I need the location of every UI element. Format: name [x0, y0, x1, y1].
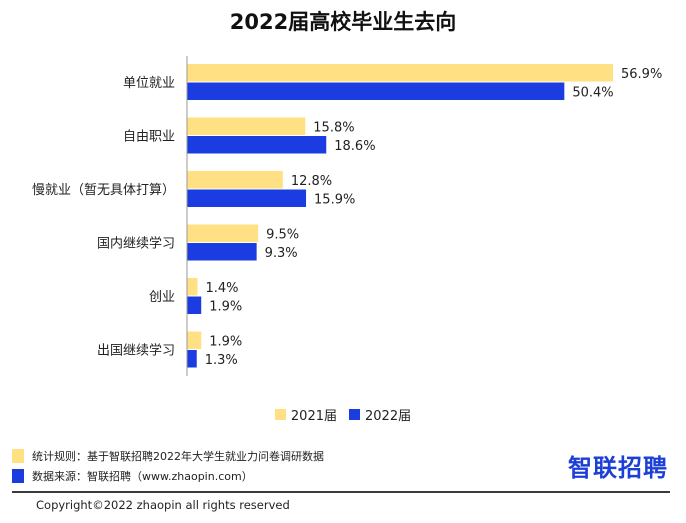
data-label: 18.6%: [334, 139, 375, 154]
note-source-text: 数据来源：智联招聘（www.zhaopin.com）: [32, 470, 253, 483]
data-label: 1.4%: [205, 281, 238, 296]
bar-chart: 单位就业 56.9% 50.4% 自由职业 15.8% 18.6% 慢就业（暂无具体打算） 1…: [32, 56, 662, 376]
chart-title: 2022届高校毕业生去向: [229, 10, 457, 34]
footer-notes: 统计规则：基于智联招聘2022年大学生就业力问卷调研数据 数据来源：智联招聘（w…: [12, 446, 324, 486]
legend: 2021届 2022届: [0, 405, 686, 424]
bar-2022: [187, 82, 565, 100]
note-rule-marker: [12, 449, 24, 463]
category-label: 自由职业: [123, 130, 175, 145]
legend-item-2022: 2022届: [349, 405, 411, 424]
data-label: 1.3%: [205, 353, 238, 368]
legend-swatch-2021: [274, 409, 286, 420]
bar-2022: [187, 296, 202, 314]
bar-2022: [187, 189, 307, 207]
note-rule: 统计规则：基于智联招聘2022年大学生就业力问卷调研数据: [12, 446, 324, 466]
category-label: 出国继续学习: [97, 343, 175, 359]
bar-2021: [187, 224, 259, 242]
data-label: 1.9%: [209, 300, 242, 315]
category-label: 国内继续学习: [97, 236, 175, 252]
bar-2022: [187, 136, 327, 154]
category-label: 创业: [149, 290, 175, 305]
category-label: 慢就业（暂无具体打算）: [32, 182, 175, 198]
data-label: 12.8%: [291, 174, 332, 189]
bar-2021: [187, 171, 283, 189]
legend-label-2021: 2021届: [290, 409, 337, 424]
category-label: 单位就业: [123, 76, 175, 91]
data-label: 15.9%: [314, 193, 355, 208]
bar-2021: [187, 117, 306, 135]
data-label: 9.3%: [265, 246, 298, 261]
data-label: 56.9%: [621, 67, 662, 82]
bar-2021: [187, 64, 613, 82]
bar-2022: [187, 243, 257, 261]
data-label: 50.4%: [572, 86, 613, 101]
brand-logo: 智联招聘: [568, 454, 668, 482]
note-source-marker: [12, 469, 24, 483]
bar-2022: [187, 350, 197, 368]
data-label: 1.9%: [209, 335, 242, 350]
legend-item-2021: 2021届: [274, 405, 337, 424]
data-label: 9.5%: [266, 228, 299, 243]
copyright-text: Copyright©2022 zhaopin all rights reserv…: [36, 498, 290, 512]
footer-divider: [12, 491, 670, 493]
note-source: 数据来源：智联招聘（www.zhaopin.com）: [12, 466, 324, 486]
legend-swatch-2022: [349, 409, 360, 420]
bar-2021: [187, 331, 202, 349]
data-label: 15.8%: [313, 121, 354, 136]
bar-2021: [187, 278, 198, 296]
legend-label-2022: 2022届: [365, 409, 412, 424]
note-rule-text: 统计规则：基于智联招聘2022年大学生就业力问卷调研数据: [32, 450, 324, 463]
